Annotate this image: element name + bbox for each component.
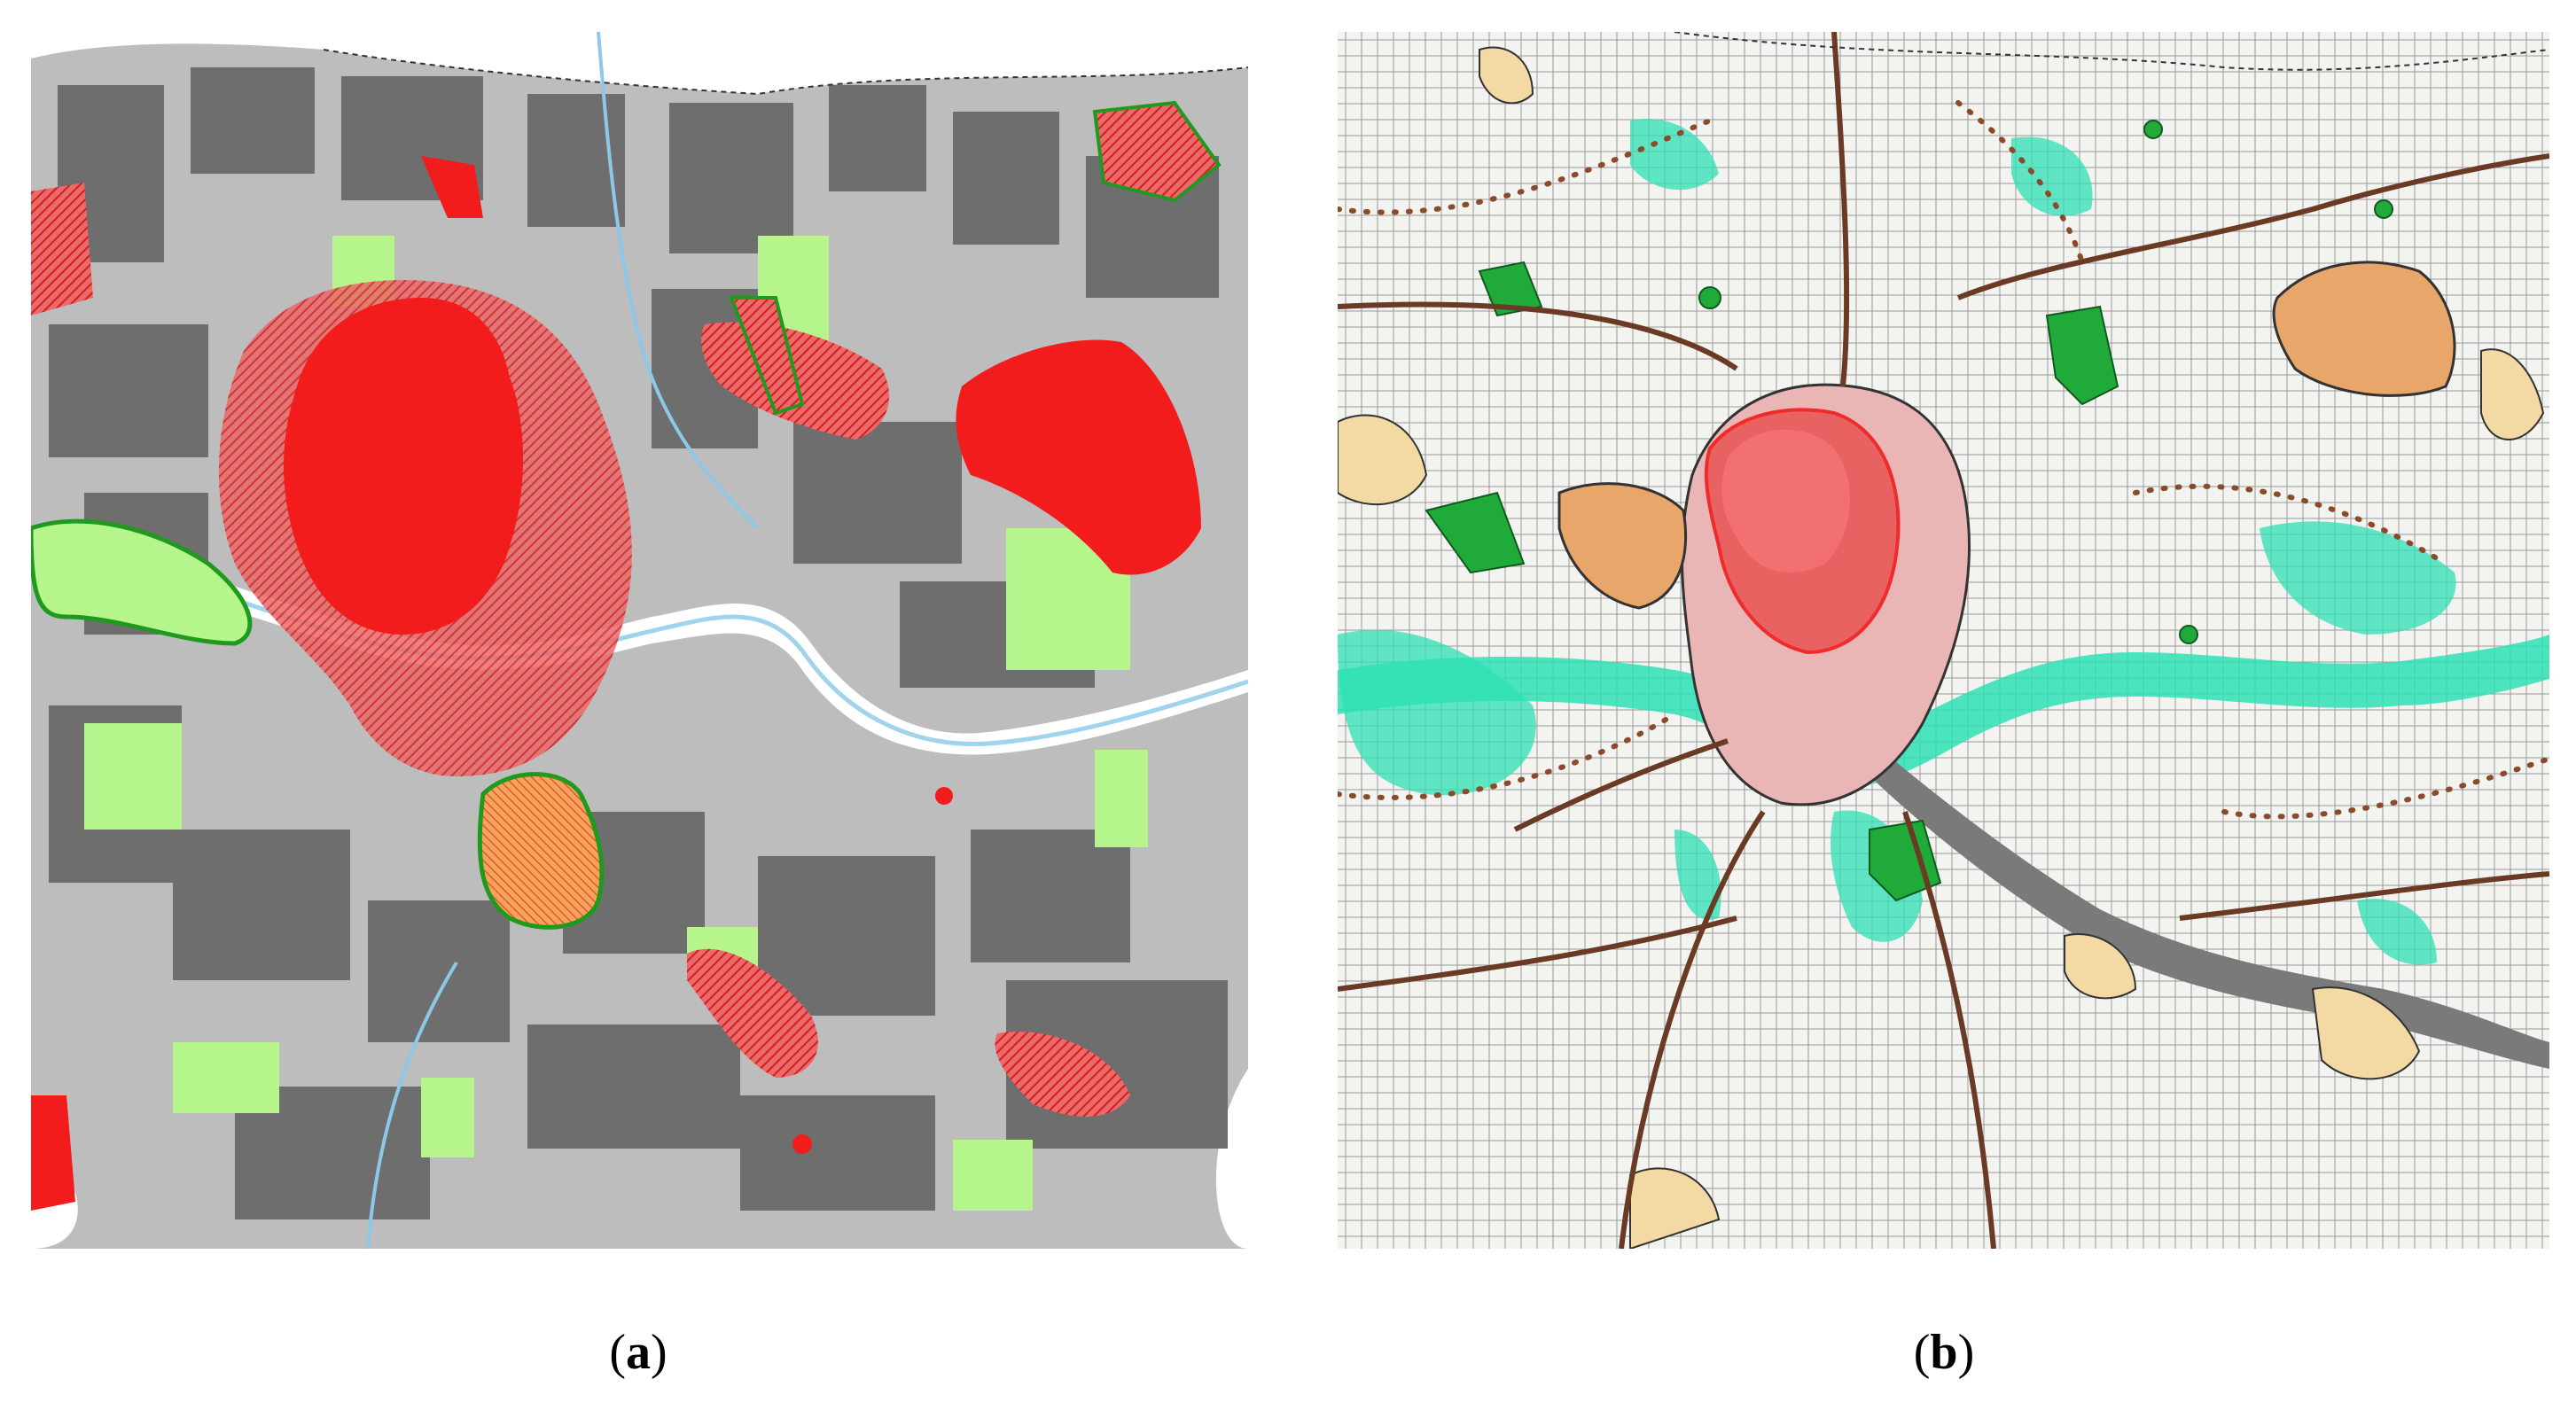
outer-area-br [1215, 1069, 1248, 1249]
red-dot [935, 787, 953, 805]
heritage-zone-west [31, 518, 253, 646]
map-b-canvas [1338, 32, 2549, 1249]
historic-core-zone-top [284, 298, 523, 635]
district-tan-west [1557, 482, 1688, 610]
caption-a: (a) [609, 1325, 667, 1380]
district-tan-east [2272, 261, 2456, 397]
red-spot-north [421, 156, 483, 218]
map-a-canvas [31, 32, 1248, 1249]
outlined-zone-ne [729, 296, 805, 416]
stream-2 [366, 961, 458, 1249]
heritage-zone-south [477, 772, 605, 930]
map-panel-a [31, 32, 1248, 1249]
red-zone-west [31, 183, 93, 316]
red-zone-se2 [995, 1032, 1130, 1117]
motorway-band [1852, 732, 2549, 1069]
green-markers [1425, 120, 2393, 902]
caption-a-letter: a [626, 1325, 651, 1380]
wawel-core [1721, 429, 1851, 573]
stream-1 [597, 32, 760, 530]
red-zone-northeast [1092, 100, 1222, 203]
city-boundary-b [1674, 32, 2549, 71]
beige-districts [1338, 46, 2545, 1249]
river-vistula-b [1338, 635, 2549, 790]
caption-b: (b) [1913, 1325, 1975, 1380]
red-dot-2 [792, 1134, 812, 1154]
red-zone-bottom-left [31, 1095, 75, 1211]
routes-dotted [1338, 100, 2549, 820]
roads [1338, 32, 2549, 1249]
river-vistula [191, 573, 1248, 755]
map-panel-b [1338, 32, 2549, 1249]
caption-b-letter: b [1930, 1325, 1958, 1380]
outer-area-top [31, 32, 1248, 94]
built-up-dark [49, 67, 1228, 1219]
red-zone-east [956, 339, 1201, 575]
red-zone-se [687, 948, 818, 1078]
